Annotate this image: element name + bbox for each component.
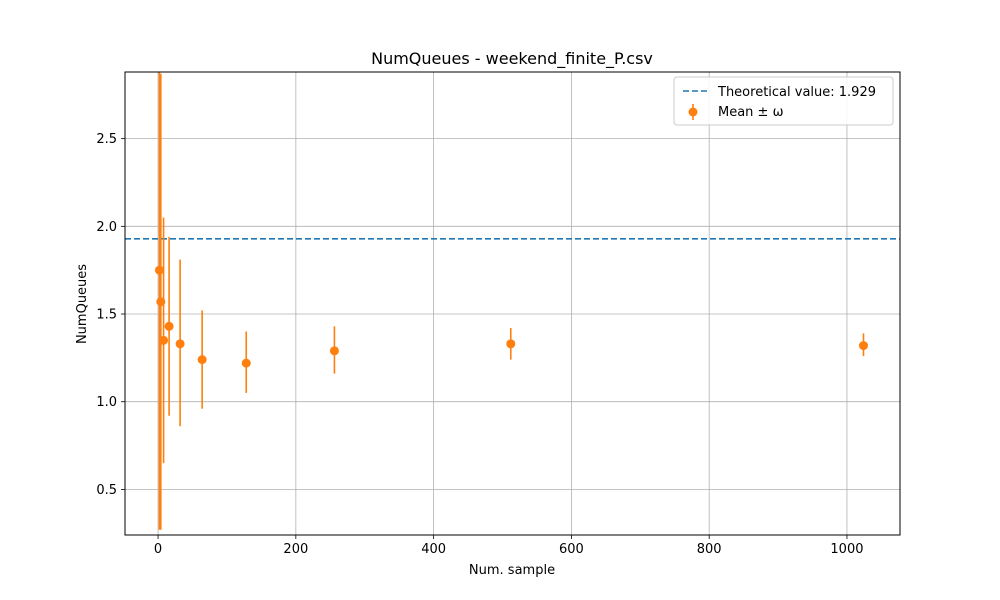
x-tick-label: 400: [421, 542, 446, 557]
y-axis-label: NumQueues: [75, 264, 90, 344]
grid: [125, 72, 900, 535]
x-tick-label: 0: [154, 542, 162, 557]
data-point: [506, 339, 516, 349]
data-point: [175, 339, 185, 349]
x-tick-label: 600: [559, 542, 584, 557]
data-point: [858, 341, 868, 351]
y-tick-label: 0.5: [96, 483, 117, 498]
data-point: [241, 358, 251, 368]
x-tick-label: 1000: [830, 542, 863, 557]
y-tick-label: 2.5: [96, 132, 117, 147]
data-point: [159, 335, 169, 345]
x-tick-label: 800: [697, 542, 722, 557]
data-point: [329, 346, 339, 356]
data-point: [154, 265, 164, 275]
x-tick-label: 200: [283, 542, 308, 557]
plot-frame: [124, 71, 901, 536]
x-axis-label: Num. sample: [469, 563, 555, 578]
data-point: [164, 321, 174, 331]
legend: Theoretical value: 1.929 Mean ± ω: [673, 76, 894, 126]
chart-title: NumQueues - weekend_finite_P.csv: [371, 49, 653, 69]
ticks: 0 200 400 600 800 1000 0.5 1.0 1.5 2.0 2.5: [96, 132, 863, 557]
legend-frame: [673, 76, 894, 126]
y-tick-label: 1.5: [96, 308, 117, 323]
legend-series-label: Mean ± ω: [718, 105, 783, 120]
plot-data: [125, 72, 900, 530]
legend-marker-swatch: [688, 107, 698, 117]
series-mean: [154, 72, 868, 530]
legend-reference-line-label: Theoretical value: 1.929: [717, 85, 876, 100]
y-tick-label: 1.0: [96, 395, 117, 410]
data-point: [197, 355, 207, 365]
y-tick-label: 2.0: [96, 220, 117, 235]
